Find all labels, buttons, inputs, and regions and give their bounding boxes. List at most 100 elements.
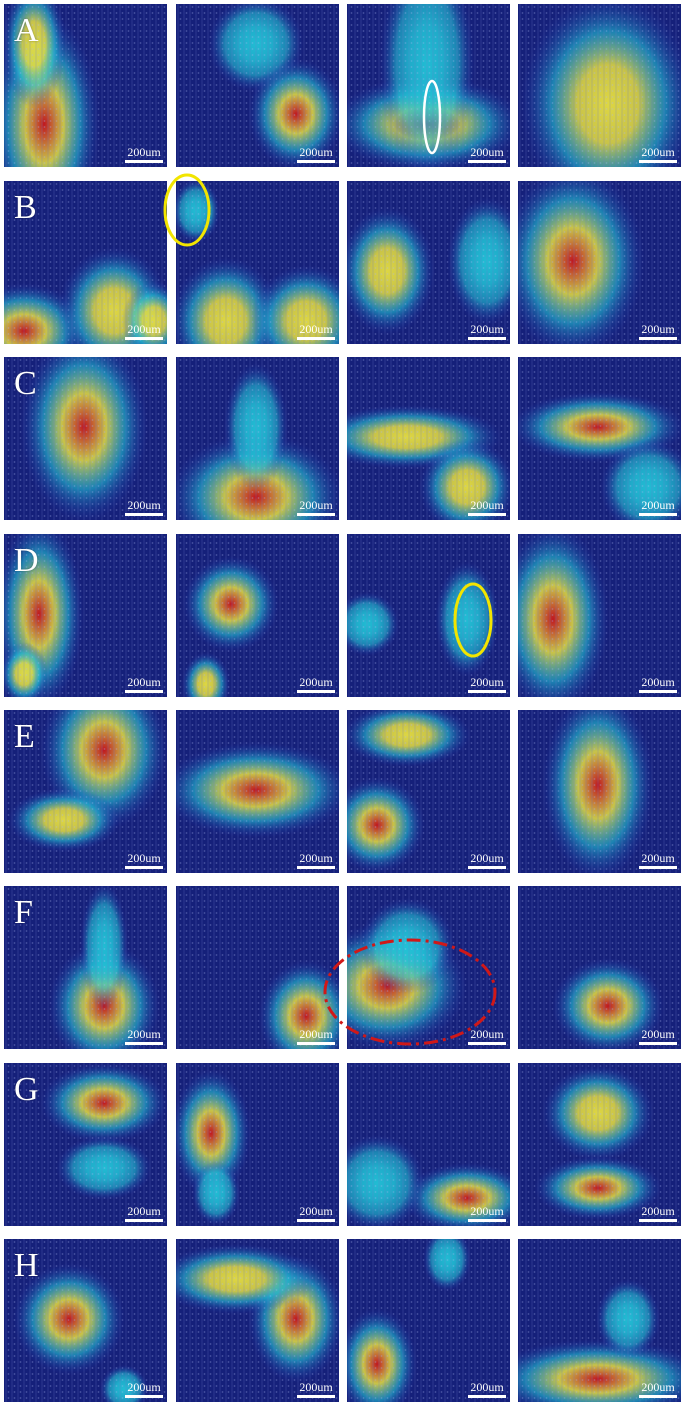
heatmap-panel: 200um	[347, 4, 510, 167]
row-label: E	[14, 718, 35, 755]
scale-bar-label: 200um	[641, 322, 675, 336]
scale-bar-label: 200um	[470, 322, 504, 336]
heatmap-panel: 200um	[176, 710, 339, 873]
heatmap-panel: F 200um	[4, 886, 167, 1049]
scale-bar: 200um	[639, 1381, 677, 1398]
heatmap-panel: 200um	[176, 357, 339, 520]
scale-bar: 200um	[297, 852, 335, 869]
scale-bar: 200um	[639, 499, 677, 516]
heatmap-panel: 200um	[518, 181, 681, 344]
scale-bar-line	[639, 690, 677, 693]
scale-bar: 200um	[468, 1028, 506, 1045]
heatmap-panel: 200um	[518, 534, 681, 697]
heatmap-panel: D 200um	[4, 534, 167, 697]
heatmap-panel: 200um	[347, 181, 510, 344]
heatmap-panel: B 200um	[4, 181, 167, 344]
heatmap-panel: 200um	[518, 4, 681, 167]
heatmap-panel: 200um	[518, 886, 681, 1049]
scale-bar-label: 200um	[641, 851, 675, 865]
heatmap-panel: 200um	[176, 4, 339, 167]
scale-bar-label: 200um	[299, 145, 333, 159]
scale-bar-label: 200um	[127, 498, 161, 512]
scale-bar-line	[297, 1042, 335, 1045]
heatmap-panel: 200um	[176, 181, 339, 344]
scale-bar-line	[468, 1219, 506, 1222]
scale-bar: 200um	[639, 852, 677, 869]
scale-bar-label: 200um	[470, 1380, 504, 1394]
scale-bar-label: 200um	[127, 322, 161, 336]
scale-bar: 200um	[125, 1028, 163, 1045]
scale-bar: 200um	[639, 1028, 677, 1045]
scale-bar: 200um	[297, 676, 335, 693]
scale-bar: 200um	[125, 323, 163, 340]
row-label: C	[14, 365, 37, 402]
scale-bar-label: 200um	[299, 1027, 333, 1041]
heatmap-panel: 200um	[518, 710, 681, 873]
heatmap-panel: 200um	[176, 886, 339, 1049]
scale-bar: 200um	[125, 146, 163, 163]
scale-bar: 200um	[468, 499, 506, 516]
scale-bar-label: 200um	[127, 675, 161, 689]
scale-bar-label: 200um	[299, 498, 333, 512]
heatmap-panel: 200um	[347, 534, 510, 697]
scale-bar-line	[468, 1395, 506, 1398]
scale-bar: 200um	[297, 1028, 335, 1045]
scale-bar-label: 200um	[641, 1380, 675, 1394]
scale-bar: 200um	[468, 676, 506, 693]
scale-bar-line	[468, 1042, 506, 1045]
scale-bar-line	[297, 160, 335, 163]
row-label: F	[14, 894, 33, 931]
scale-bar-line	[125, 513, 163, 516]
scale-bar-label: 200um	[127, 1204, 161, 1218]
heatmap-panel: 200um	[347, 1239, 510, 1402]
scale-bar-line	[125, 866, 163, 869]
heatmap-panel: 200um	[347, 710, 510, 873]
scale-bar-line	[468, 866, 506, 869]
scale-bar-line	[125, 1219, 163, 1222]
scale-bar: 200um	[125, 499, 163, 516]
heatmap-panel: 200um	[176, 1063, 339, 1226]
scale-bar-line	[297, 690, 335, 693]
scale-bar-label: 200um	[299, 1380, 333, 1394]
figure-row-g: G 200um 200um	[0, 1063, 685, 1226]
scale-bar-line	[125, 1395, 163, 1398]
scale-bar-label: 200um	[299, 322, 333, 336]
scale-bar: 200um	[125, 1381, 163, 1398]
scale-bar: 200um	[125, 676, 163, 693]
scale-bar-line	[468, 160, 506, 163]
heatmap-panel: G 200um	[4, 1063, 167, 1226]
row-label: H	[14, 1247, 39, 1284]
scale-bar-line	[639, 1395, 677, 1398]
row-label: G	[14, 1071, 39, 1108]
scale-bar-line	[297, 513, 335, 516]
scale-bar-label: 200um	[470, 1204, 504, 1218]
scale-bar: 200um	[125, 1205, 163, 1222]
figure-row-d: D 200um 200um	[0, 534, 685, 697]
scale-bar-line	[639, 513, 677, 516]
scale-bar-line	[468, 337, 506, 340]
scale-bar-label: 200um	[641, 498, 675, 512]
scale-bar-line	[125, 1042, 163, 1045]
figure-row-c: C 200um 200um	[0, 357, 685, 520]
scale-bar-line	[639, 866, 677, 869]
heatmap-panel: E 200um	[4, 710, 167, 873]
heatmap-panel: 200um	[518, 1063, 681, 1226]
figure-row-b: B 200um 200um	[0, 181, 685, 344]
scale-bar-line	[297, 866, 335, 869]
scale-bar: 200um	[468, 1381, 506, 1398]
scale-bar-line	[639, 160, 677, 163]
scale-bar-label: 200um	[641, 1204, 675, 1218]
scale-bar: 200um	[297, 146, 335, 163]
heatmap-panel: C 200um	[4, 357, 167, 520]
scale-bar: 200um	[468, 323, 506, 340]
scale-bar-line	[468, 690, 506, 693]
scale-bar: 200um	[297, 323, 335, 340]
scale-bar-label: 200um	[470, 851, 504, 865]
scale-bar: 200um	[639, 146, 677, 163]
figure-row-f: F 200um 200um 20	[0, 886, 685, 1049]
scale-bar: 200um	[297, 1381, 335, 1398]
scale-bar: 200um	[297, 499, 335, 516]
scale-bar-label: 200um	[641, 1027, 675, 1041]
scale-bar: 200um	[639, 323, 677, 340]
